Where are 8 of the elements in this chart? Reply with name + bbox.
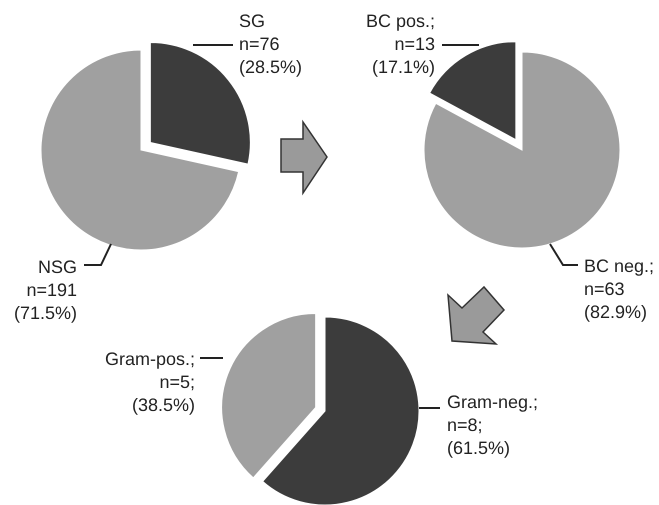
slice-label: Gram-neg.; n=8; (61.5%) xyxy=(447,392,538,458)
slice-label: BC pos.; n=13 (17.1%) xyxy=(366,11,435,77)
data-label: n=76 (28.5%) xyxy=(239,34,302,77)
data-label: n=191 (71.5%) xyxy=(14,280,77,323)
slice-label: NSG xyxy=(38,257,77,277)
slice-label: Gram-pos.; n=5; (38.5%) xyxy=(104,349,195,415)
slice-label: BC neg.; n=63 (82.9%) xyxy=(584,256,654,322)
slice-label: SG xyxy=(239,11,266,31)
